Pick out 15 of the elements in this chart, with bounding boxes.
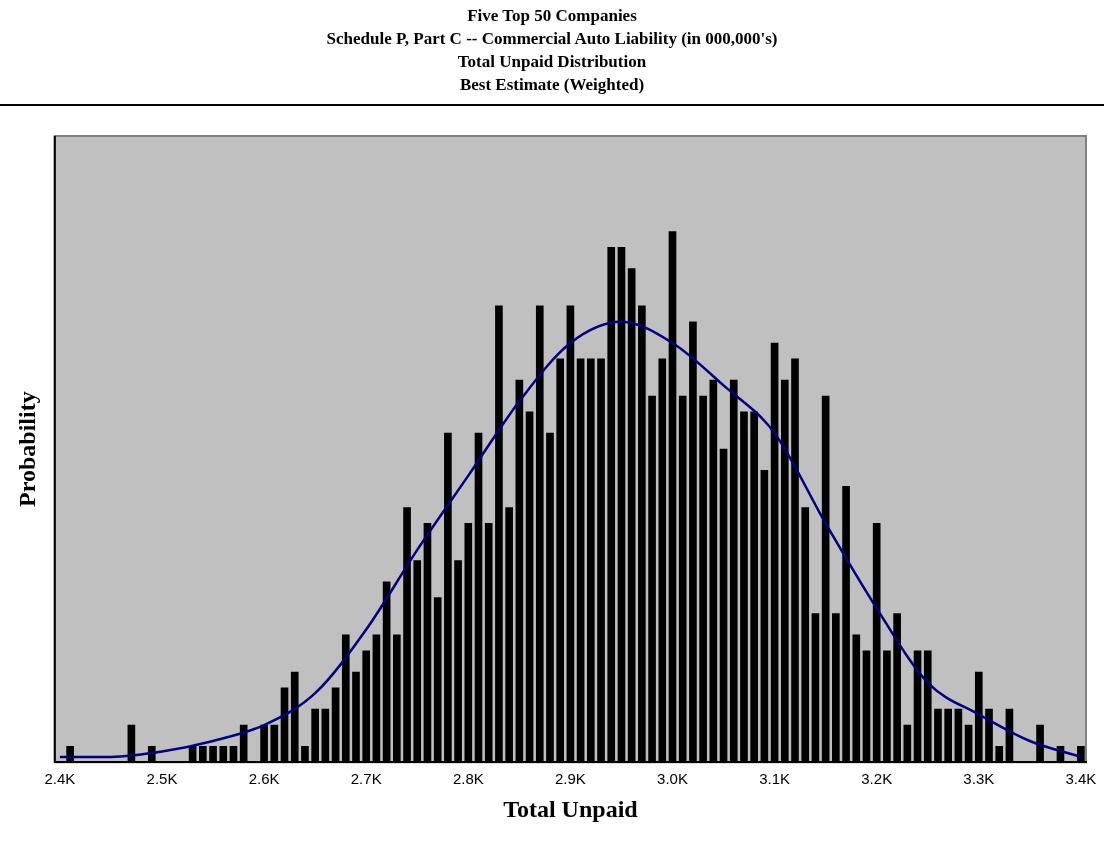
chart-title: Five Top 50 Companies: [466, 5, 638, 27]
x-tick-label: 2.8K: [452, 770, 484, 788]
x-tick-label: 2.5K: [146, 770, 178, 788]
x-tick-label: 3.0K: [657, 770, 688, 788]
chart-subtitle: Schedule P, Part C -- Commercial Auto Liability (in 000,000's) Total Unpaid Distribution Best Estimate (Weighted): [325, 28, 779, 96]
x-tick-label: 2.7K: [350, 770, 382, 788]
x-tick-label: 3.4K: [1065, 770, 1097, 788]
x-tick-label: 3.1K: [759, 770, 791, 788]
x-tick-label: 3.2K: [861, 770, 893, 788]
x-tick-label: 3.3K: [963, 770, 995, 788]
x-axis-title: Total Unpaid: [503, 795, 639, 822]
x-tick-label: 2.4K: [44, 770, 76, 788]
x-tick-label: 2.6K: [248, 770, 280, 788]
y-axis-title: Probability: [13, 391, 40, 507]
x-tick-label: 2.9K: [554, 770, 586, 788]
